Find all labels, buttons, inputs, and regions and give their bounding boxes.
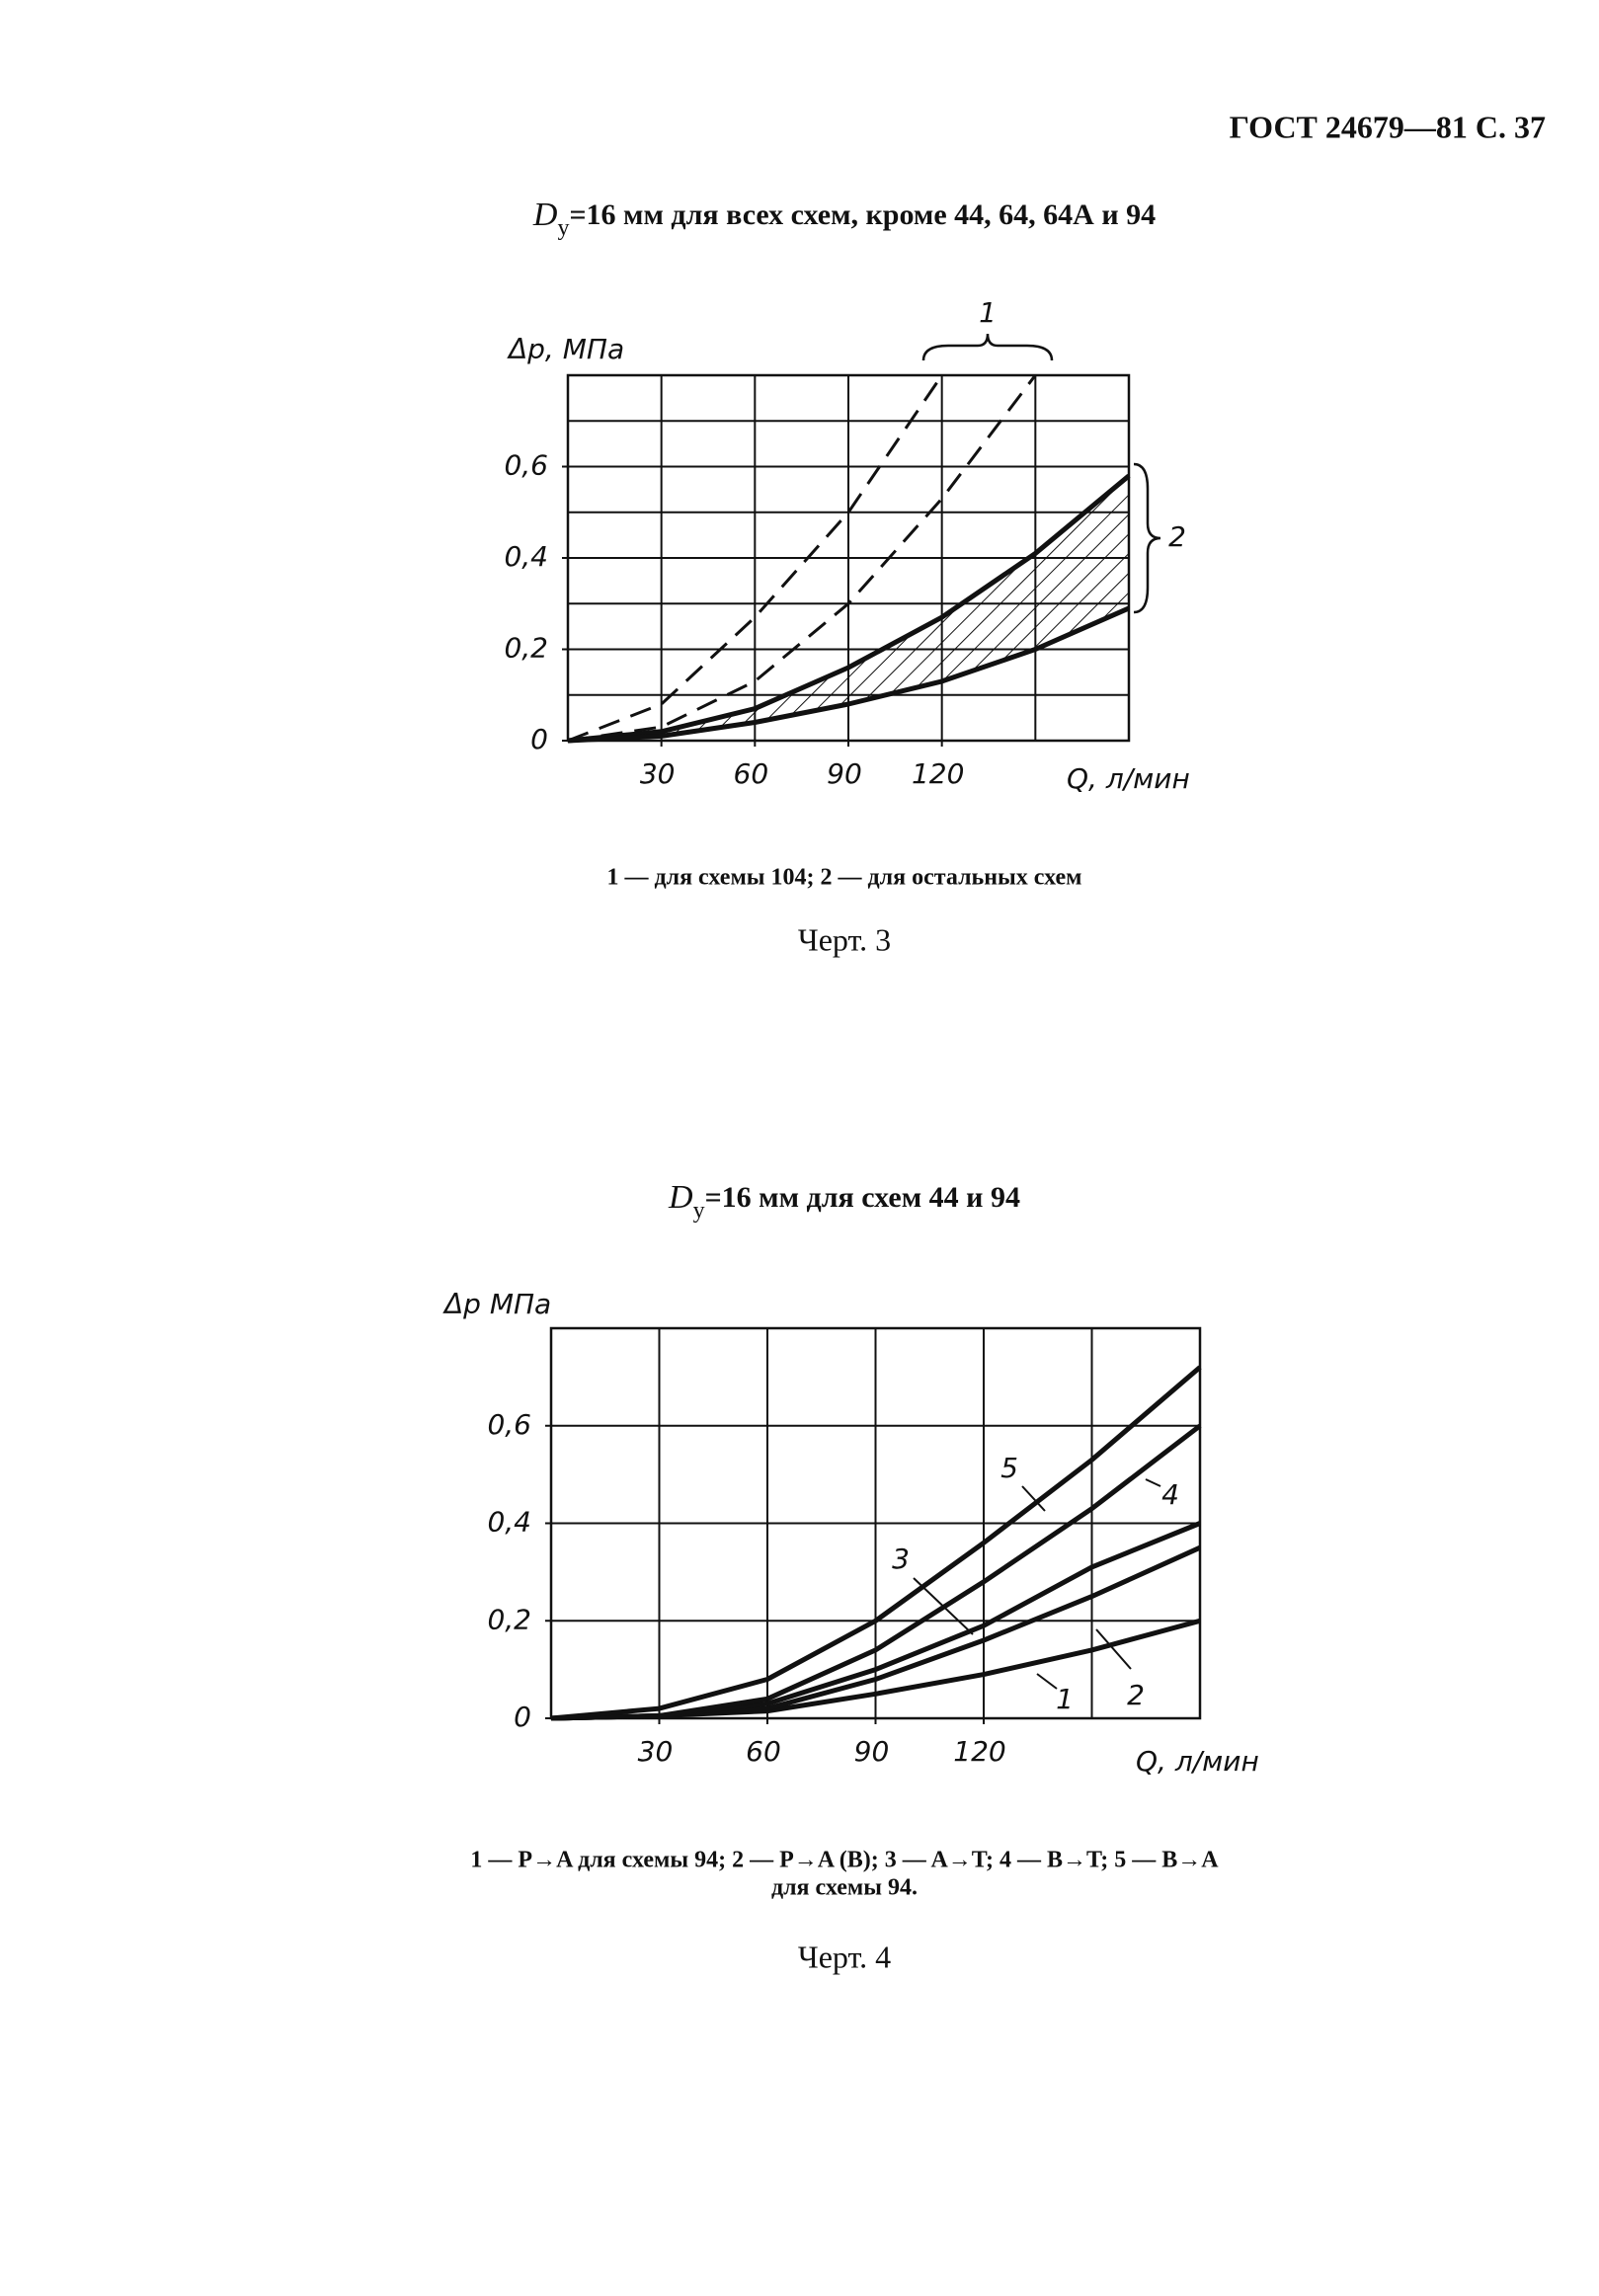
plot-frame bbox=[566, 373, 1131, 743]
y-tick-label: 0 bbox=[514, 1701, 531, 1733]
curve-label: 2 bbox=[1127, 1679, 1145, 1711]
title-symbol: D bbox=[668, 1179, 693, 1216]
curve bbox=[567, 473, 1131, 744]
x-axis-label: Q, л/мин bbox=[1067, 762, 1190, 795]
x-tick-label: 60 bbox=[746, 1735, 781, 1768]
curve-label: 4 bbox=[1161, 1478, 1179, 1511]
annotation: 2 bbox=[1168, 520, 1186, 553]
annotation: 1 bbox=[979, 296, 997, 329]
legend-text: 1 — P→A для схемы 94; 2 — P→A (B); 3 — A… bbox=[470, 1848, 1219, 1873]
title-subscript: у bbox=[693, 1198, 705, 1224]
x-tick-label: 60 bbox=[734, 757, 769, 790]
plot-frame bbox=[549, 1326, 1202, 1720]
y-tick-label: 0 bbox=[530, 723, 548, 755]
title-symbol: D bbox=[532, 197, 558, 233]
x-tick-label: 120 bbox=[953, 1735, 1005, 1768]
y-tick-label: 0,6 bbox=[487, 1408, 531, 1441]
y-tick-label: 0,4 bbox=[504, 540, 548, 573]
curve bbox=[567, 374, 1037, 743]
chart-title: Dу=16 мм для всех схем, кроме 44, 64, 64… bbox=[532, 197, 1156, 241]
brace bbox=[1133, 462, 1161, 614]
title-text: =16 мм для всех схем, кроме 44, 64, 64А … bbox=[569, 198, 1156, 231]
brace bbox=[921, 333, 1054, 361]
curve bbox=[567, 374, 943, 743]
x-tick-label: 30 bbox=[638, 1735, 674, 1768]
band-hatch bbox=[568, 475, 1129, 741]
y-axis-label: Δp, МПа bbox=[507, 333, 624, 365]
caption: Черт. 4 bbox=[798, 1939, 891, 1974]
chart-title: Dу=16 мм для схем 44 и 94 bbox=[668, 1179, 1020, 1224]
y-tick-label: 0,2 bbox=[487, 1603, 531, 1635]
x-tick-label: 120 bbox=[912, 757, 964, 790]
y-axis-label: Δp МПа bbox=[442, 1288, 551, 1320]
caption: Черт. 3 bbox=[798, 921, 891, 957]
legend-text: 1 — для схемы 104; 2 — для остальных схе… bbox=[606, 865, 1081, 891]
curve-label: 1 bbox=[1056, 1683, 1074, 1715]
y-tick-label: 0,2 bbox=[504, 632, 548, 665]
y-tick-label: 0,4 bbox=[487, 1506, 531, 1539]
curve bbox=[550, 1365, 1202, 1721]
x-tick-label: 30 bbox=[640, 757, 676, 790]
curve-label: 3 bbox=[892, 1543, 910, 1575]
curve bbox=[567, 605, 1131, 744]
title-subscript: у bbox=[557, 215, 569, 241]
legend-text: для схемы 94. bbox=[771, 1875, 918, 1901]
x-tick-label: 90 bbox=[827, 757, 862, 790]
x-tick-label: 90 bbox=[854, 1735, 890, 1768]
curve-label: 5 bbox=[1000, 1452, 1018, 1484]
title-text: =16 мм для схем 44 и 94 bbox=[705, 1181, 1020, 1214]
page-header: ГОСТ 24679—81 С. 37 bbox=[1230, 109, 1546, 144]
curve bbox=[550, 1423, 1202, 1721]
y-tick-label: 0,6 bbox=[504, 449, 548, 482]
x-axis-label: Q, л/мин bbox=[1136, 1745, 1259, 1778]
